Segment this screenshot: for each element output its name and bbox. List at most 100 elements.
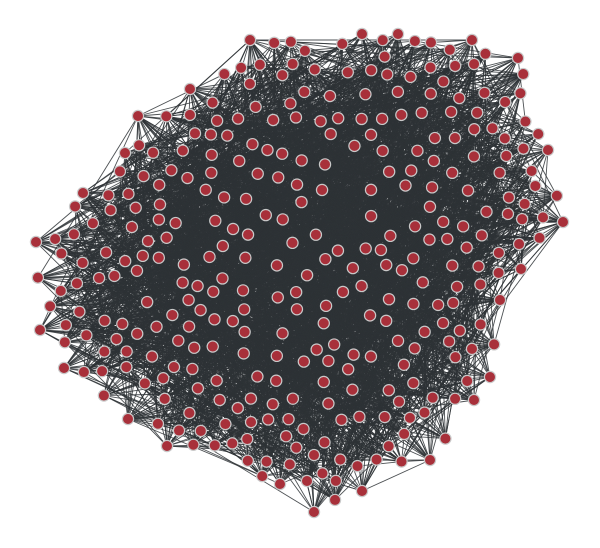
- graph-edge: [227, 135, 523, 220]
- graph-node: [480, 205, 493, 218]
- graph-node: [359, 242, 372, 255]
- graph-edge: [484, 53, 487, 212]
- graph-node: [181, 171, 194, 185]
- graph-edge: [104, 320, 385, 418]
- graph-edge: [456, 286, 491, 378]
- graph-edge: [387, 74, 475, 130]
- graph-node: [395, 264, 409, 277]
- graph-edge: [321, 189, 403, 271]
- graph-edge: [304, 50, 405, 365]
- graph-edge: [82, 134, 212, 264]
- graph-node: [370, 453, 383, 466]
- graph-node: [470, 106, 484, 119]
- graph-node: [226, 222, 240, 236]
- graph-node: [186, 362, 199, 376]
- graph-node: [216, 272, 229, 285]
- graph-node: [116, 317, 129, 331]
- graph-edge: [371, 39, 473, 71]
- graph-edge: [223, 112, 478, 198]
- graph-edge: [86, 334, 411, 419]
- graph-node: [424, 87, 437, 100]
- graph-node: [118, 146, 132, 160]
- graph-node: [322, 354, 335, 368]
- graph-edge: [35, 241, 403, 271]
- graph-node: [336, 285, 350, 299]
- graph-edge: [178, 340, 399, 431]
- graph-edge: [292, 63, 406, 186]
- graph-edge: [459, 148, 524, 331]
- graph-node: [251, 167, 264, 180]
- graph-node: [453, 91, 466, 105]
- graph-node: [446, 166, 459, 180]
- graph-edge: [232, 442, 336, 501]
- graph-node: [76, 186, 90, 200]
- graph-edge: [178, 128, 475, 342]
- graph-node: [515, 212, 529, 226]
- graph-edge: [231, 185, 406, 444]
- graph-node: [437, 215, 450, 229]
- graph-node: [188, 341, 201, 354]
- graph-node: [194, 424, 208, 438]
- graph-node: [182, 293, 195, 307]
- graph-node: [391, 85, 405, 99]
- graph-node: [246, 137, 259, 151]
- graph-edge: [333, 291, 344, 345]
- graph-node: [141, 234, 155, 248]
- graph-edge: [449, 49, 526, 122]
- graph-node: [68, 200, 82, 213]
- graph-node: [364, 183, 378, 197]
- graph-node: [70, 277, 84, 290]
- graph-node: [284, 97, 297, 110]
- graph-node: [86, 217, 100, 230]
- graph-edge: [127, 398, 293, 420]
- graph-node: [130, 264, 144, 277]
- graph-node: [43, 300, 57, 313]
- graph-node: [364, 128, 378, 141]
- graph-node: [465, 342, 479, 356]
- graph-node: [199, 183, 212, 197]
- graph-edge: [144, 340, 179, 384]
- graph-node: [331, 244, 345, 257]
- graph-node: [467, 57, 481, 71]
- graph-node: [446, 259, 459, 272]
- graph-node: [95, 364, 109, 378]
- graph-edge: [74, 206, 80, 312]
- graph-node: [290, 178, 304, 191]
- graph-edge: [189, 114, 274, 121]
- graph-node: [478, 86, 491, 100]
- graph-node: [218, 67, 231, 81]
- graph-node: [382, 439, 395, 453]
- graph-node: [166, 308, 179, 322]
- graph-node: [308, 63, 321, 76]
- graph-node: [395, 108, 408, 122]
- graph-node: [376, 33, 389, 47]
- graph-node: [172, 424, 186, 437]
- graph-node: [498, 95, 512, 109]
- graph-edge: [189, 88, 274, 121]
- graph-edge: [243, 353, 263, 477]
- graph-node: [77, 365, 91, 379]
- graph-node: [131, 327, 144, 340]
- graph-edge: [262, 445, 389, 477]
- graph-node: [456, 220, 470, 233]
- graph-node: [364, 350, 378, 363]
- graph-edge: [79, 311, 460, 332]
- graph-node: [364, 63, 378, 77]
- graph-node: [187, 438, 200, 451]
- graph-edge: [83, 112, 478, 373]
- graph-node: [408, 220, 422, 233]
- graph-edge: [183, 135, 228, 265]
- graph-node: [519, 115, 532, 128]
- graph-node: [431, 298, 445, 312]
- graph-edge: [210, 111, 452, 135]
- graph-edge: [430, 67, 469, 191]
- graph-node: [206, 96, 219, 109]
- graph-edge: [401, 344, 495, 462]
- graph-edge: [37, 277, 127, 368]
- graph-node: [172, 334, 185, 347]
- graph-edge: [178, 286, 458, 431]
- graph-edge: [105, 252, 179, 341]
- graph-node: [376, 144, 389, 158]
- graph-edge: [463, 216, 544, 227]
- graph-node: [404, 70, 417, 84]
